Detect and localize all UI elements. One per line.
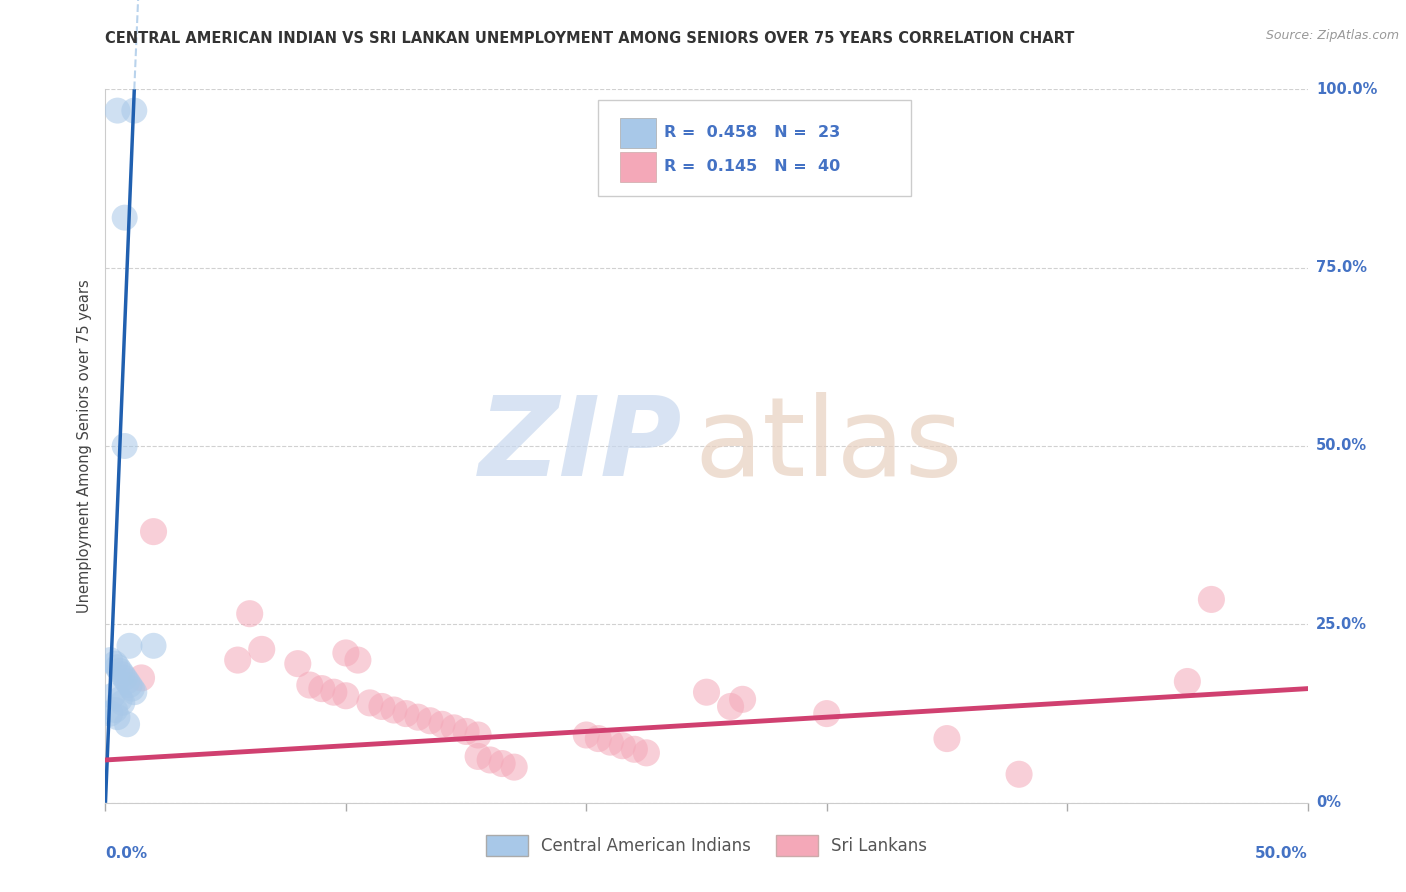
Legend: Central American Indians, Sri Lankans: Central American Indians, Sri Lankans	[479, 829, 934, 863]
Text: R =  0.145   N =  40: R = 0.145 N = 40	[665, 160, 841, 175]
Point	[104, 703, 127, 717]
Point	[347, 653, 370, 667]
Point	[111, 696, 134, 710]
Text: atlas: atlas	[695, 392, 963, 500]
Point	[115, 674, 138, 689]
Point	[114, 439, 136, 453]
Point	[491, 756, 513, 771]
Point	[250, 642, 273, 657]
Point	[406, 710, 429, 724]
Point	[1175, 674, 1198, 689]
FancyBboxPatch shape	[620, 118, 657, 148]
Point	[612, 739, 634, 753]
Point	[114, 211, 136, 225]
Point	[696, 685, 718, 699]
Point	[114, 671, 136, 685]
Text: 25.0%: 25.0%	[1316, 617, 1367, 632]
Point	[322, 685, 344, 699]
Point	[111, 667, 134, 681]
Text: 75.0%: 75.0%	[1316, 260, 1367, 275]
Point	[443, 721, 465, 735]
Point	[936, 731, 959, 746]
Point	[731, 692, 754, 706]
Point	[107, 103, 129, 118]
Point	[131, 671, 153, 685]
Point	[503, 760, 526, 774]
Point	[101, 689, 124, 703]
Text: 0.0%: 0.0%	[105, 846, 148, 861]
Point	[98, 706, 121, 721]
FancyBboxPatch shape	[620, 152, 657, 182]
Point	[108, 692, 131, 706]
Text: R =  0.458   N =  23: R = 0.458 N = 23	[665, 125, 841, 140]
Text: 100.0%: 100.0%	[1316, 82, 1378, 96]
Point	[454, 724, 477, 739]
Text: Source: ZipAtlas.com: Source: ZipAtlas.com	[1265, 29, 1399, 42]
Point	[815, 706, 838, 721]
Point	[636, 746, 658, 760]
Point	[108, 664, 131, 678]
Point	[395, 706, 418, 721]
Text: 50.0%: 50.0%	[1316, 439, 1367, 453]
Point	[142, 524, 165, 539]
Text: 0%: 0%	[1316, 796, 1341, 810]
Point	[419, 714, 441, 728]
Point	[359, 696, 381, 710]
Point	[479, 753, 502, 767]
Point	[371, 699, 394, 714]
Point	[124, 103, 146, 118]
Point	[430, 717, 453, 731]
Point	[588, 731, 610, 746]
Point	[623, 742, 645, 756]
Point	[335, 646, 357, 660]
Point	[599, 735, 621, 749]
Point	[98, 653, 121, 667]
Point	[239, 607, 262, 621]
Point	[1201, 592, 1223, 607]
Text: CENTRAL AMERICAN INDIAN VS SRI LANKAN UNEMPLOYMENT AMONG SENIORS OVER 75 YEARS C: CENTRAL AMERICAN INDIAN VS SRI LANKAN UN…	[105, 31, 1074, 46]
Point	[720, 699, 742, 714]
Point	[298, 678, 321, 692]
Point	[467, 749, 489, 764]
Point	[467, 728, 489, 742]
Point	[118, 678, 141, 692]
Point	[226, 653, 249, 667]
Point	[124, 685, 146, 699]
Point	[1008, 767, 1031, 781]
Point	[107, 660, 129, 674]
Point	[121, 681, 143, 696]
Point	[118, 639, 141, 653]
Point	[107, 710, 129, 724]
FancyBboxPatch shape	[599, 100, 911, 196]
Point	[104, 657, 127, 671]
Point	[115, 717, 138, 731]
Point	[335, 689, 357, 703]
Point	[382, 703, 405, 717]
Point	[287, 657, 309, 671]
Point	[311, 681, 333, 696]
Text: ZIP: ZIP	[479, 392, 682, 500]
Y-axis label: Unemployment Among Seniors over 75 years: Unemployment Among Seniors over 75 years	[77, 279, 93, 613]
Text: 50.0%: 50.0%	[1254, 846, 1308, 861]
Point	[575, 728, 598, 742]
Point	[142, 639, 165, 653]
